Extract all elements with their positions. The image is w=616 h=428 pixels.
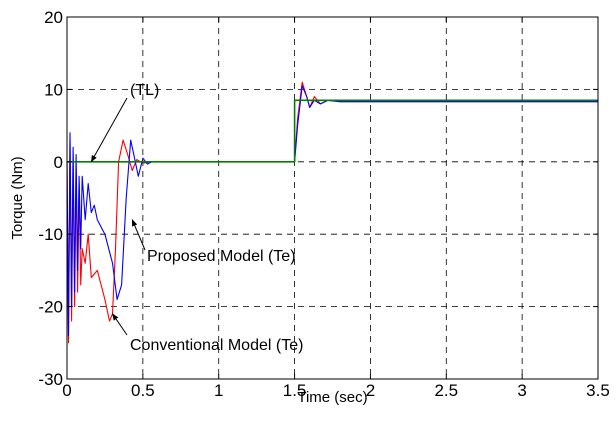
x-tick-label: 3.5 <box>586 381 610 400</box>
x-tick-label: 1.5 <box>283 381 307 400</box>
annotation-arrow <box>90 97 128 163</box>
x-tick-label: 0.5 <box>131 381 155 400</box>
y-axis-label: Torque (Nm) <box>9 156 26 239</box>
series-line-proposed <box>66 85 598 337</box>
annotation-arrow <box>112 313 128 336</box>
axis-ticks: 0 0.5 1 1.5 2 2.5 3 3.5 -30 -20 -10 0 10 20 <box>38 8 609 400</box>
series-layer <box>66 81 598 344</box>
y-tick-label: -20 <box>38 298 63 317</box>
annotations-layer: (TL) Proposed Model (Te) Conventional Mode… <box>90 82 303 354</box>
y-tick-label: -10 <box>38 225 63 244</box>
plot-area-frame <box>66 16 599 380</box>
y-tick-label: 0 <box>54 153 63 172</box>
series-line-conventional <box>66 81 598 344</box>
annotation-label: Conventional Model (Te) <box>130 337 303 354</box>
series-line-load <box>67 99 598 163</box>
x-tick-label: 1 <box>214 381 223 400</box>
annotation-label: Proposed Model (Te) <box>147 248 296 265</box>
y-tick-label: -30 <box>38 370 63 389</box>
x-tick-label: 2 <box>366 381 375 400</box>
x-tick-label: 2.5 <box>434 381 458 400</box>
x-tick-label: 3 <box>517 381 526 400</box>
annotation-label: (TL) <box>130 82 159 99</box>
annotation-arrow <box>131 219 146 251</box>
x-axis-label: Time (sec) <box>297 389 367 406</box>
y-tick-label: 20 <box>44 8 63 27</box>
y-tick-label: 10 <box>44 80 63 99</box>
grid-lines <box>67 17 598 379</box>
x-tick-label: 0 <box>62 381 71 400</box>
